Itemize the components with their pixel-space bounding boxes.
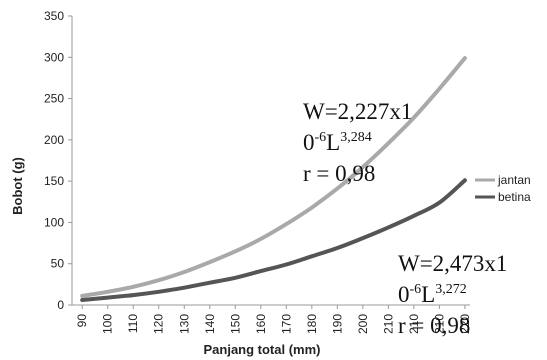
y-tick-label: 350 [44, 9, 64, 23]
y-tick-label: 0 [57, 298, 64, 312]
x-tick-label: 90 [75, 314, 89, 328]
y-axis-title: Bobot (g) [10, 157, 25, 215]
y-tick-label: 100 [44, 215, 64, 229]
x-tick-label: 140 [203, 314, 217, 334]
x-tick-label: 200 [356, 314, 370, 334]
equation-betina-line1: W=2,473x1 [398, 251, 507, 276]
x-tick-label: 210 [407, 314, 421, 334]
x-tick-label: 170 [279, 314, 293, 334]
x-tick-label: 120 [152, 314, 166, 334]
series-lines [80, 56, 467, 302]
series-line-jantan [80, 56, 467, 298]
equation-betina-line2: 0-6L3,272 [398, 282, 467, 307]
equation-jantan-line2: 0-6L3,284 [303, 130, 372, 155]
x-axis-title: Panjang total (mm) [203, 342, 320, 357]
x-tick-label: 150 [228, 314, 242, 334]
y-axis: 0 50 100 150 200 250 300 350 [44, 9, 73, 312]
y-tick-label: 150 [44, 174, 64, 188]
x-tick-label: 180 [305, 314, 319, 334]
x-tick-label: 190 [330, 314, 344, 334]
x-tick-label: 210 [381, 314, 395, 334]
y-tick-label: 300 [44, 50, 64, 64]
x-tick-label: 130 [177, 314, 191, 334]
y-tick-label: 200 [44, 133, 64, 147]
series-line-betina [80, 178, 467, 302]
equation-betina-line3: r = 0,98 [398, 313, 470, 338]
legend-label-jantan: jantan [497, 173, 531, 187]
x-axis: 90 100 110 120 130 140 150 160 170 180 190 200 210 21… [72, 304, 472, 334]
legend: jantan betina [475, 173, 531, 204]
x-tick-label: 160 [254, 314, 268, 334]
equation-jantan: W=2,227x1 0-6L3,284 r = 0,98 [303, 99, 412, 186]
legend-label-betina: betina [498, 190, 531, 204]
equation-jantan-line1: W=2,227x1 [303, 99, 412, 124]
x-tick-label: 210 [432, 314, 446, 334]
x-tick-label: 100 [101, 314, 115, 334]
y-tick-label: 50 [51, 257, 65, 271]
equation-jantan-line3: r = 0,98 [303, 161, 375, 186]
x-tick-label: 110 [126, 314, 140, 333]
x-tick-label: 220 [458, 314, 472, 334]
y-tick-label: 250 [44, 92, 64, 106]
equation-betina: W=2,473x1 0-6L3,272 r = 0,98 [398, 251, 507, 338]
